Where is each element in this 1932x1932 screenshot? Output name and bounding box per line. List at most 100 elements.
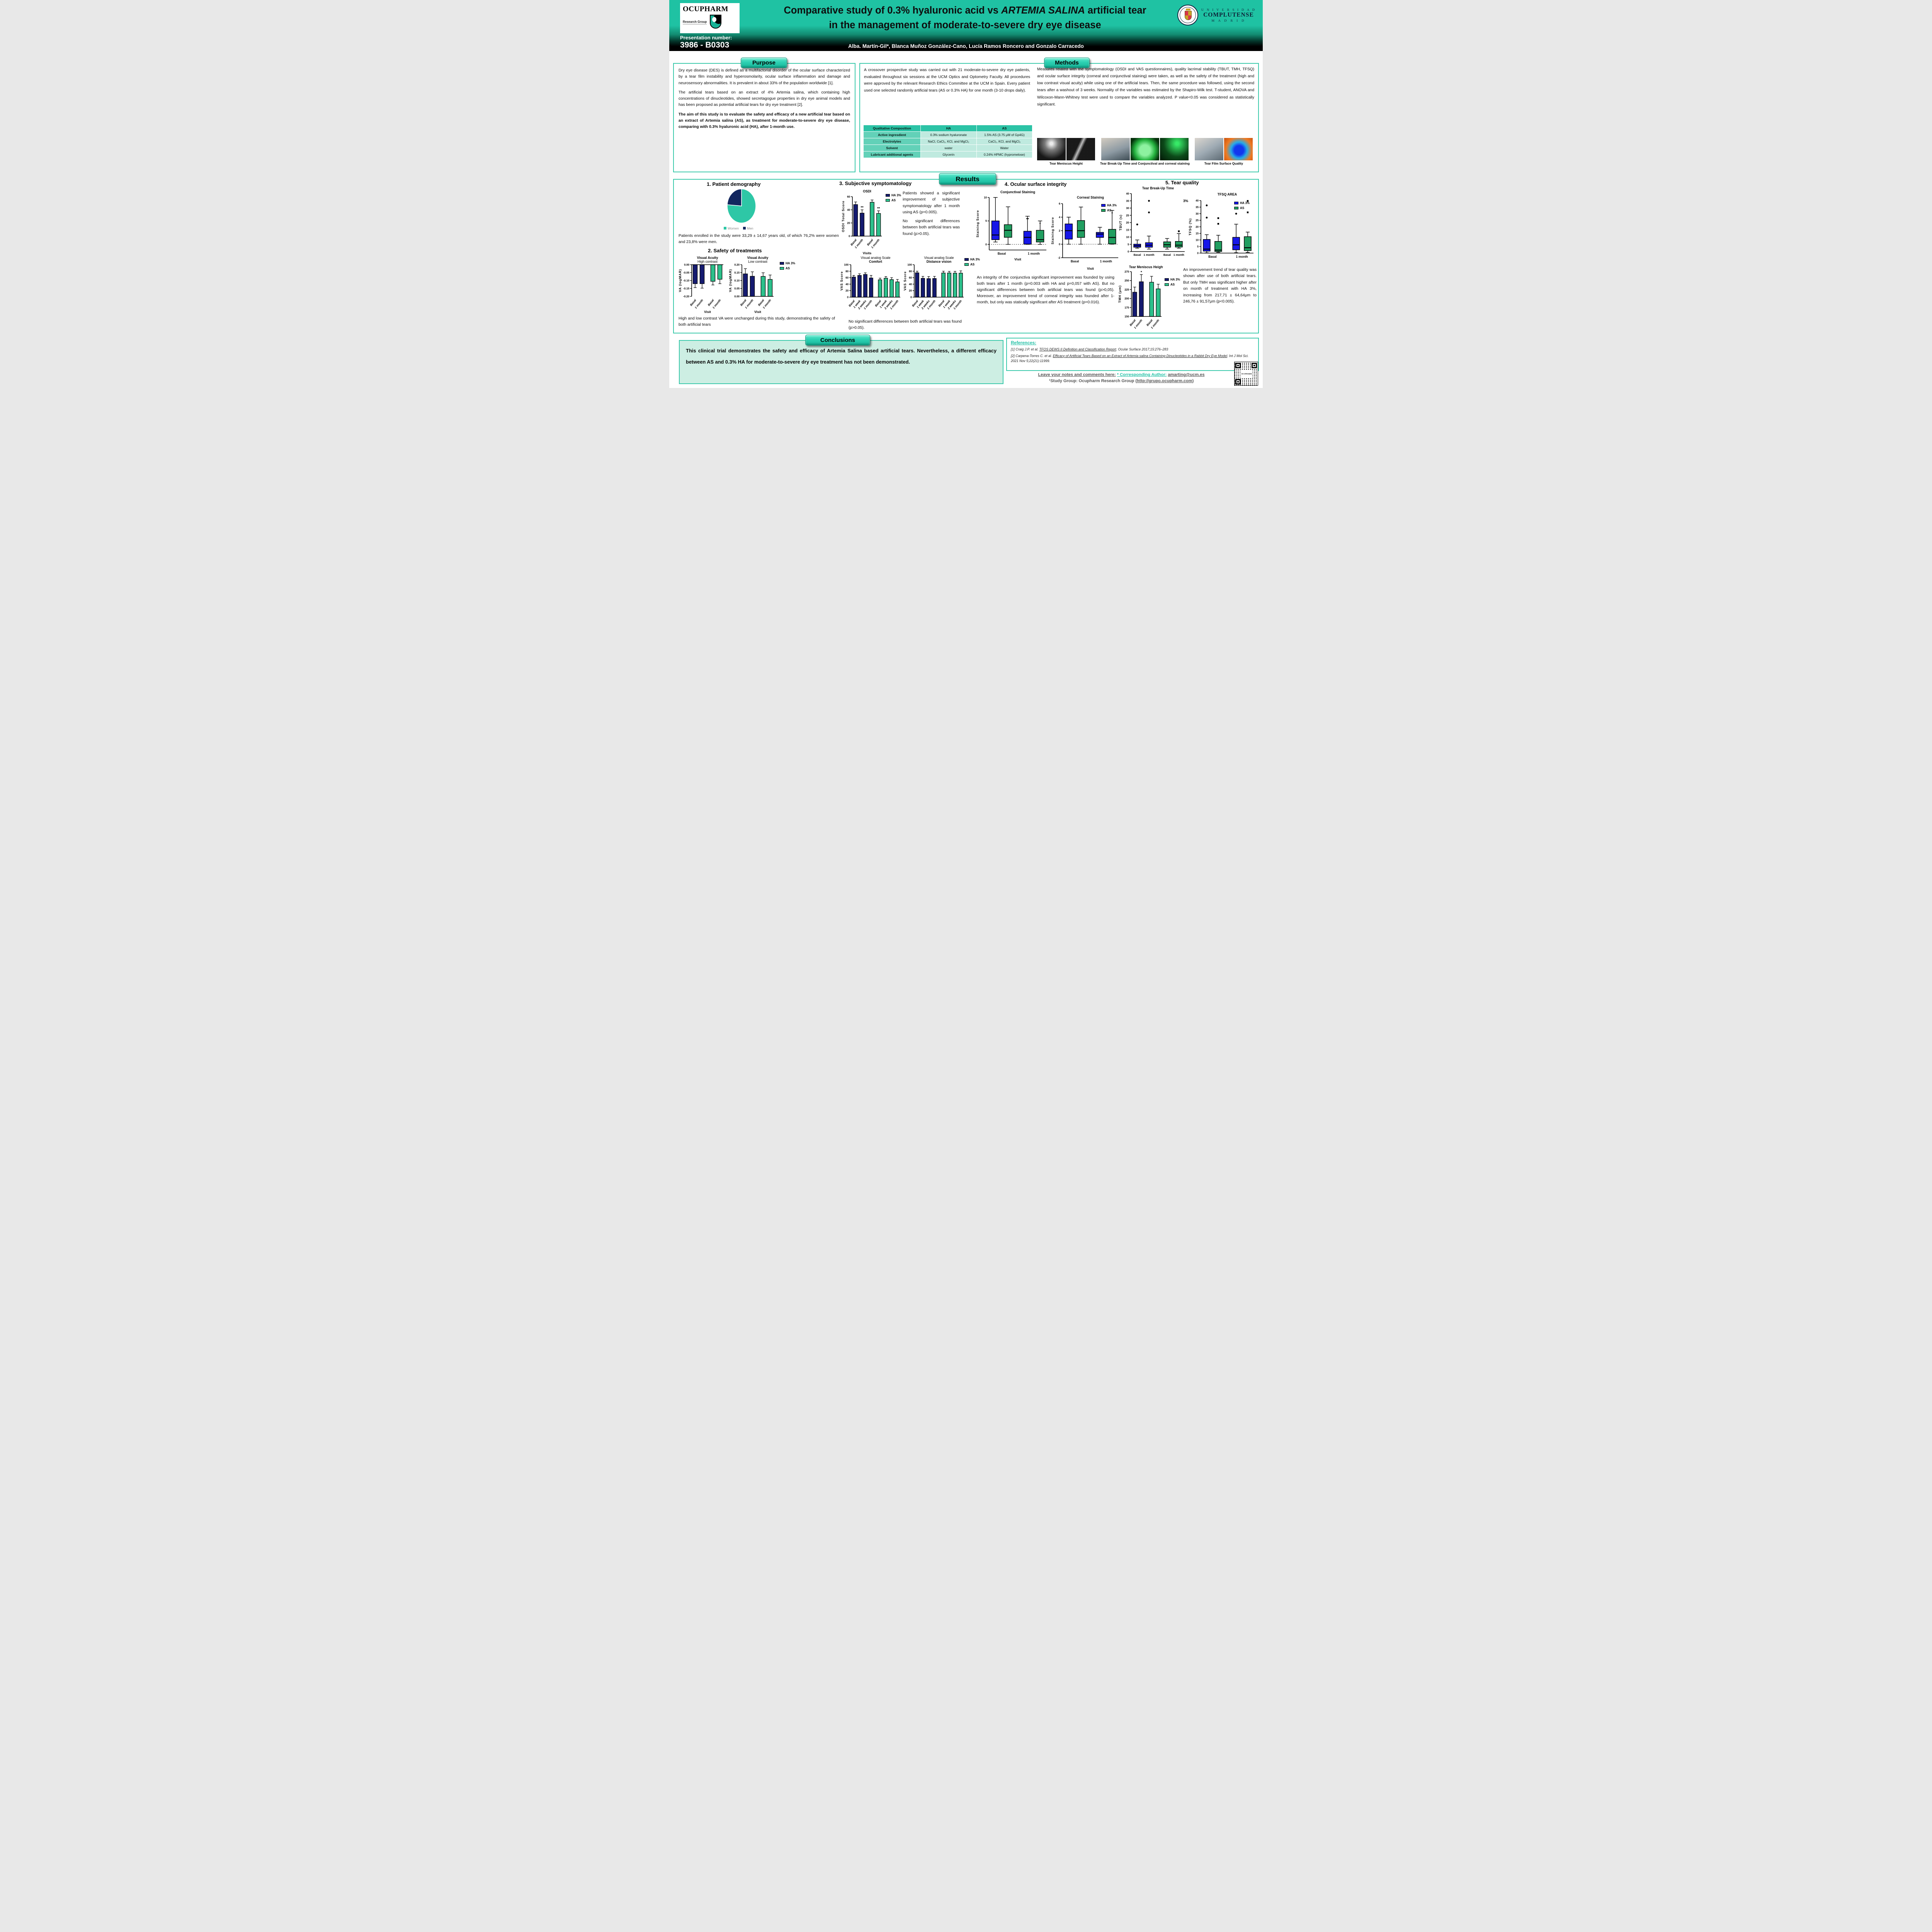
fluorescein-eye-image xyxy=(1130,138,1159,160)
results-panel: 1. Patient demography Women Men Patients … xyxy=(673,179,1259,333)
ocular-surface-title: 4. Ocular surface integrity xyxy=(1005,181,1067,187)
methods-column-1: A crossover prospective study was carrie… xyxy=(864,67,1030,94)
svg-text:0.00: 0.00 xyxy=(734,296,740,298)
va-high-contrast-chart: 0.00 -0.05 -0.10 -0.15 -0.20 Visual Acuity Hig… xyxy=(678,255,726,316)
svg-text:5: 5 xyxy=(1128,243,1129,246)
methods-section-button: Methods xyxy=(1044,58,1090,68)
svg-text:225: 225 xyxy=(1124,289,1129,291)
footer: Leave your notes and comments here: * Co… xyxy=(1009,372,1233,383)
ocupharm-logo: OCUPHARM Research Group xyxy=(680,3,740,33)
svg-text:Basal: Basal xyxy=(1071,260,1079,263)
osdi-chart: ** ** 0 20 40 60 OSDI OSDI Total Score Visits Bas… xyxy=(841,189,895,257)
gender-pie-chart: Women Men xyxy=(713,187,770,234)
footer-line-1: Leave your notes and comments here: * Co… xyxy=(1009,372,1233,377)
svg-text:20: 20 xyxy=(909,290,912,293)
svg-text:250: 250 xyxy=(1124,280,1129,282)
study-group-url[interactable]: http://grupo.ocupharm.com xyxy=(1137,379,1192,383)
svg-text:Visit: Visit xyxy=(1014,257,1021,261)
safety-title: 2. Safety of treatments xyxy=(708,248,762,253)
table-header: AS xyxy=(976,125,1033,132)
corneal-staining-chart: * -2 0 2 4 6 Corneal Staining Staining Score Vis… xyxy=(1050,195,1120,273)
corresponding-author-email[interactable]: amarting@ucm.es xyxy=(1168,372,1205,377)
svg-text:10: 10 xyxy=(1196,239,1199,242)
svg-text:-0.15: -0.15 xyxy=(683,287,689,290)
tear-quality-text: An improvement trend of tear quality was… xyxy=(1183,268,1257,304)
svg-text:Visual analog Scale: Visual analog Scale xyxy=(924,256,954,260)
treatment-legend: HA 3% AS xyxy=(1234,201,1250,210)
svg-text:0: 0 xyxy=(1128,251,1129,253)
svg-text:1 month: 1 month xyxy=(1144,253,1155,257)
svg-text:**: ** xyxy=(877,207,880,211)
svg-text:Corneal Staining: Corneal Staining xyxy=(1077,196,1104,199)
tmh-chart: * 150 175 200 225 250 275 Tear Meniscus Height T… xyxy=(1117,265,1164,335)
svg-text:Staining Score: Staining Score xyxy=(976,210,980,238)
image-caption: Tear Film Surface Quality xyxy=(1204,162,1243,165)
demography-text: Patients enrolled in the study were 33,2… xyxy=(679,234,839,245)
svg-text:35: 35 xyxy=(1196,206,1199,209)
symptomatology-title: 3. Subjective symptomatology xyxy=(839,180,912,186)
table-row: Active ingresdient 0.3% sodium hyalurona… xyxy=(863,131,1033,138)
vas-note: No significant differences between both … xyxy=(849,320,962,330)
topographer-photo xyxy=(1194,138,1223,160)
tbut-chart: 0 5 10 15 20 25 30 35 40 Tear Break-Up Time TBUT (… xyxy=(1118,186,1187,264)
svg-text:35: 35 xyxy=(1126,200,1129,202)
poster-title: Comparative study of 0.3% hyaluronic aci… xyxy=(747,3,1184,33)
svg-text:20: 20 xyxy=(1196,226,1199,229)
svg-text:Basal: Basal xyxy=(998,252,1006,255)
svg-text:0: 0 xyxy=(910,296,912,299)
svg-text:150: 150 xyxy=(1124,316,1129,318)
svg-text:*: * xyxy=(1141,270,1142,275)
svg-text:15: 15 xyxy=(1126,229,1129,231)
svg-text:0: 0 xyxy=(847,296,849,299)
svg-text:TMH (μm): TMH (μm) xyxy=(1118,285,1122,303)
svg-text:5: 5 xyxy=(1197,246,1199,248)
slit-lamp-photo xyxy=(1101,138,1130,160)
table-header: Qualitative Composition xyxy=(863,125,921,132)
svg-text:200: 200 xyxy=(1124,298,1129,300)
svg-text:40: 40 xyxy=(847,209,850,212)
references-panel: References: [1] Craig J.P. et al. TFOS D… xyxy=(1006,338,1259,371)
qr-center-logo: OCUPHARM xyxy=(1241,370,1252,378)
svg-text:4: 4 xyxy=(1059,216,1060,219)
treatment-legend: HA 3% AS xyxy=(964,258,980,266)
svg-text:TFSQ (%): TFSQ (%) xyxy=(1188,218,1192,236)
svg-text:TBUT (s): TBUT (s) xyxy=(1119,214,1122,231)
svg-text:Visit: Visit xyxy=(704,310,711,314)
table-row: Electrolytes NaCl, CaCl₂, KCl, and MgCl₂… xyxy=(863,138,1033,145)
authors: Alba. Martín-Gil*, Blanca Muñoz González… xyxy=(848,43,1084,49)
poster-root: OCUPHARM Research Group Presentation num… xyxy=(669,0,1263,388)
svg-text:-2: -2 xyxy=(1058,257,1060,260)
methods-paragraph-2: Measures related with the symptomatology… xyxy=(1037,67,1254,107)
svg-text:0: 0 xyxy=(985,243,987,246)
svg-text:1 month: 1 month xyxy=(1236,255,1248,259)
svg-text:Visual analog Scale: Visual analog Scale xyxy=(861,256,890,260)
svg-text:Visual Acuity: Visual Acuity xyxy=(747,256,769,260)
safety-text: High and low contrast VA were unchanged … xyxy=(679,316,835,327)
poster-title-line1: Comparative study of 0.3% hyaluronic aci… xyxy=(784,5,1146,16)
svg-text:-0.20: -0.20 xyxy=(683,296,689,298)
svg-text:100: 100 xyxy=(844,264,849,267)
symptomatology-text: Patients showed a significant improvemen… xyxy=(903,191,960,236)
svg-text:Tear Meniscus Height: Tear Meniscus Height xyxy=(1129,265,1163,269)
methods-paragraph-1: A crossover prospective study was carrie… xyxy=(864,68,1030,93)
oct-meniscus-image-1 xyxy=(1037,138,1066,160)
methods-panel: A crossover prospective study was carrie… xyxy=(859,63,1259,172)
table-header: HA xyxy=(920,125,977,132)
svg-text:0: 0 xyxy=(849,235,850,238)
svg-text:15: 15 xyxy=(1196,233,1199,235)
conclusions-text: This clinical trial demonstrates the saf… xyxy=(686,348,997,365)
purpose-paragraph-2: The artificial tears based on an extract… xyxy=(679,90,850,107)
image-caption: Tear Break-Up Time and Conjunctival and … xyxy=(1100,162,1190,165)
svg-text:Basal: Basal xyxy=(1208,255,1216,259)
svg-text:60: 60 xyxy=(845,277,849,279)
table-row: Solvent water Water xyxy=(863,145,1033,151)
va-low-contrast-chart: 0.00 0.05 0.10 0.15 0.20 Visual Acuity Low con… xyxy=(728,255,776,316)
svg-text:Visit: Visit xyxy=(754,310,761,314)
svg-text:VA (logMAR): VA (logMAR) xyxy=(678,269,682,292)
svg-text:40: 40 xyxy=(845,283,849,286)
svg-text:*: * xyxy=(1111,212,1113,216)
svg-text:0.00: 0.00 xyxy=(684,264,689,267)
svg-text:20: 20 xyxy=(847,222,850,225)
svg-text:**: ** xyxy=(861,206,864,210)
svg-text:20: 20 xyxy=(1126,222,1129,224)
